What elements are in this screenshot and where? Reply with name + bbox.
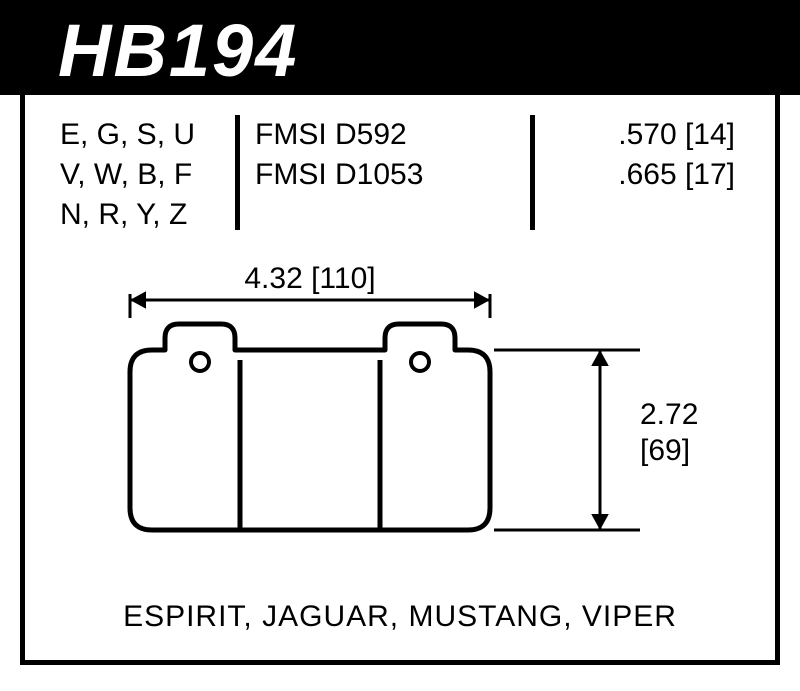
brake-pad-diagram xyxy=(0,0,800,691)
applications-label: ESPIRIT, JAGUAR, MUSTANG, VIPER xyxy=(0,600,800,634)
